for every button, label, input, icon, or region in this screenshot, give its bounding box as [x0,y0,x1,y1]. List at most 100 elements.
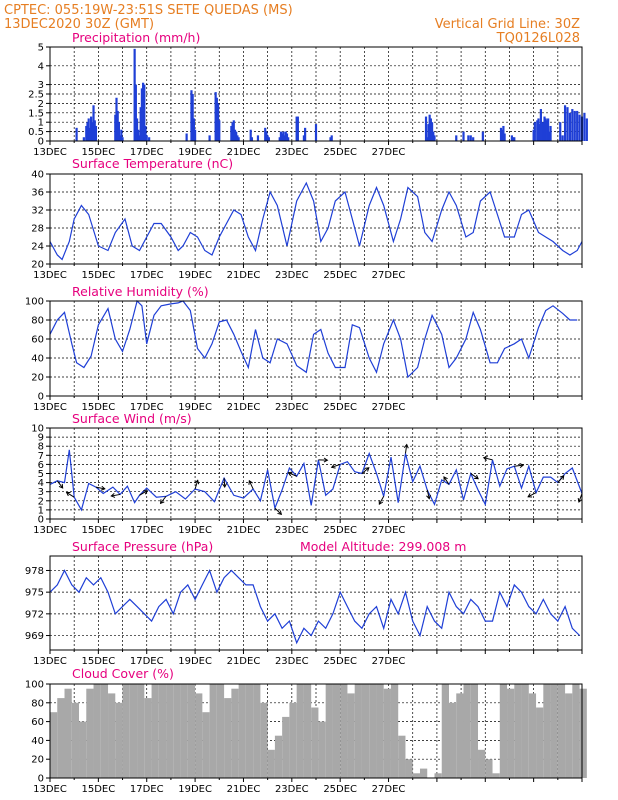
precip-bar [329,137,332,141]
cloud-bar [93,684,101,778]
wind-xtick-label: 23DEC [275,525,309,536]
temp-xtick-label: 27DEC [372,270,406,281]
wind-arrow-head [277,510,283,516]
precip-xtick-label: 15DEC [81,147,115,158]
precip-bar [208,135,211,141]
precip-bar [231,122,234,141]
precip-bar [134,84,137,141]
wind-ytick-label: 8 [38,442,44,453]
wind-ytick-label: 4 [38,478,44,489]
rh-ytick-label: 60 [31,335,44,346]
precip-bar [88,127,91,141]
wind-ytick-label: 1 [38,505,44,516]
cloud-bar [354,684,362,778]
pres-frame [49,555,583,651]
cloud-bar [536,707,544,778]
precip-bar [287,137,290,141]
precip-bar [94,125,98,141]
precip-bar [548,131,551,141]
precip-bar [503,133,506,141]
precip-bar [133,48,136,141]
rh-xtick-label: 15DEC [81,402,115,413]
precip-bar [571,109,574,141]
pres-xtick-label: 19DEC [178,656,212,667]
cloud-bar [57,698,65,778]
precip-bar [455,135,458,141]
precip-bar [296,116,299,141]
cloud-bar [412,773,420,778]
precip-bar [543,116,546,141]
wind-arrow-head [143,490,149,495]
precip-bar [541,122,544,141]
cloud-xtick-label: 19DEC [178,784,212,795]
wind-xtick-label: 25DEC [323,525,357,536]
wind-arrow [56,480,64,489]
temp-xtick-label: 13DEC [33,270,67,281]
precip-bar [295,116,298,141]
cloud-bar [64,688,72,778]
wind-xtick-label: 27DEC [372,525,406,536]
precip-bar [538,124,541,141]
cloud-ytick-label: 20 [31,755,44,766]
precip-bar [115,97,118,141]
cloud-bar [405,759,413,778]
precip-bar [116,110,119,141]
wind-arrow [331,463,341,468]
precip-bar [87,118,90,141]
cloud-bar [398,735,406,778]
cloud-bar [224,698,232,778]
wind-arrow [483,457,493,461]
cloud-bar [572,684,580,778]
wind-arrow [111,493,121,497]
wind-arrow-head [474,474,479,480]
rh-xtick-label: 27DEC [372,402,406,413]
wind-arrow [470,473,479,480]
precip-bar [532,129,535,141]
precip-bar [121,137,124,141]
precip-bar [82,137,85,141]
precip-bar [424,116,428,141]
wind-xtick-label: 15DEC [81,525,115,536]
precip-xtick-label: 13DEC [33,147,67,158]
precip-xtick-label: 21DEC [227,147,261,158]
header-date: 13DEC2020 30Z (GMT) [4,17,154,32]
cloud-title: Cloud Cover (%) [72,666,174,681]
precip-bar [549,125,552,141]
precip-bar [561,135,564,141]
precip-bar [249,129,252,141]
precip-bar [472,137,475,141]
pres-xtick-label: 21DEC [227,656,261,667]
precip-bar [427,124,430,141]
precip-bar [218,120,221,141]
precip-ytick-label: 4 [38,61,44,72]
cloud-bar [144,698,152,778]
wind-arrow [288,472,297,477]
temp-title: Surface Temperature (nC) [72,156,233,171]
precip-ytick-label: 3 [38,80,44,91]
precip-bar [148,137,151,141]
cloud-bar [108,693,116,778]
temp-panel: Surface Temperature (nC) 20 24 28 32 36 40 13DE… [31,156,583,281]
cloud-ytick-label: 40 [31,736,44,747]
cloud-xtick-label: 15DEC [81,784,115,795]
cloud-panel: Cloud Cover (%) 0 20 40 60 80 100 13DEC 15DEC 17D… [25,666,587,795]
precip-bar [92,105,95,141]
precip-bar [314,124,318,141]
precip-bar [501,129,504,141]
pres-xtick-label: 13DEC [33,656,67,667]
precip-bar [91,122,94,141]
precip-xtick-label: 17DEC [130,147,164,158]
precip-bar [428,114,431,141]
wind-ytick-label: 3 [38,487,44,498]
wind-arrow [527,492,537,498]
rh-ytick-label: 100 [25,297,44,308]
wind-arrow-head [58,483,64,489]
precip-bar [566,107,569,141]
precip-bar [547,118,550,141]
wind-arrow-head [110,492,116,498]
precip-bar [433,135,436,141]
cloud-bar [463,684,471,778]
header-model: TQ0126L028 [496,31,580,46]
precip-bar [544,118,547,141]
